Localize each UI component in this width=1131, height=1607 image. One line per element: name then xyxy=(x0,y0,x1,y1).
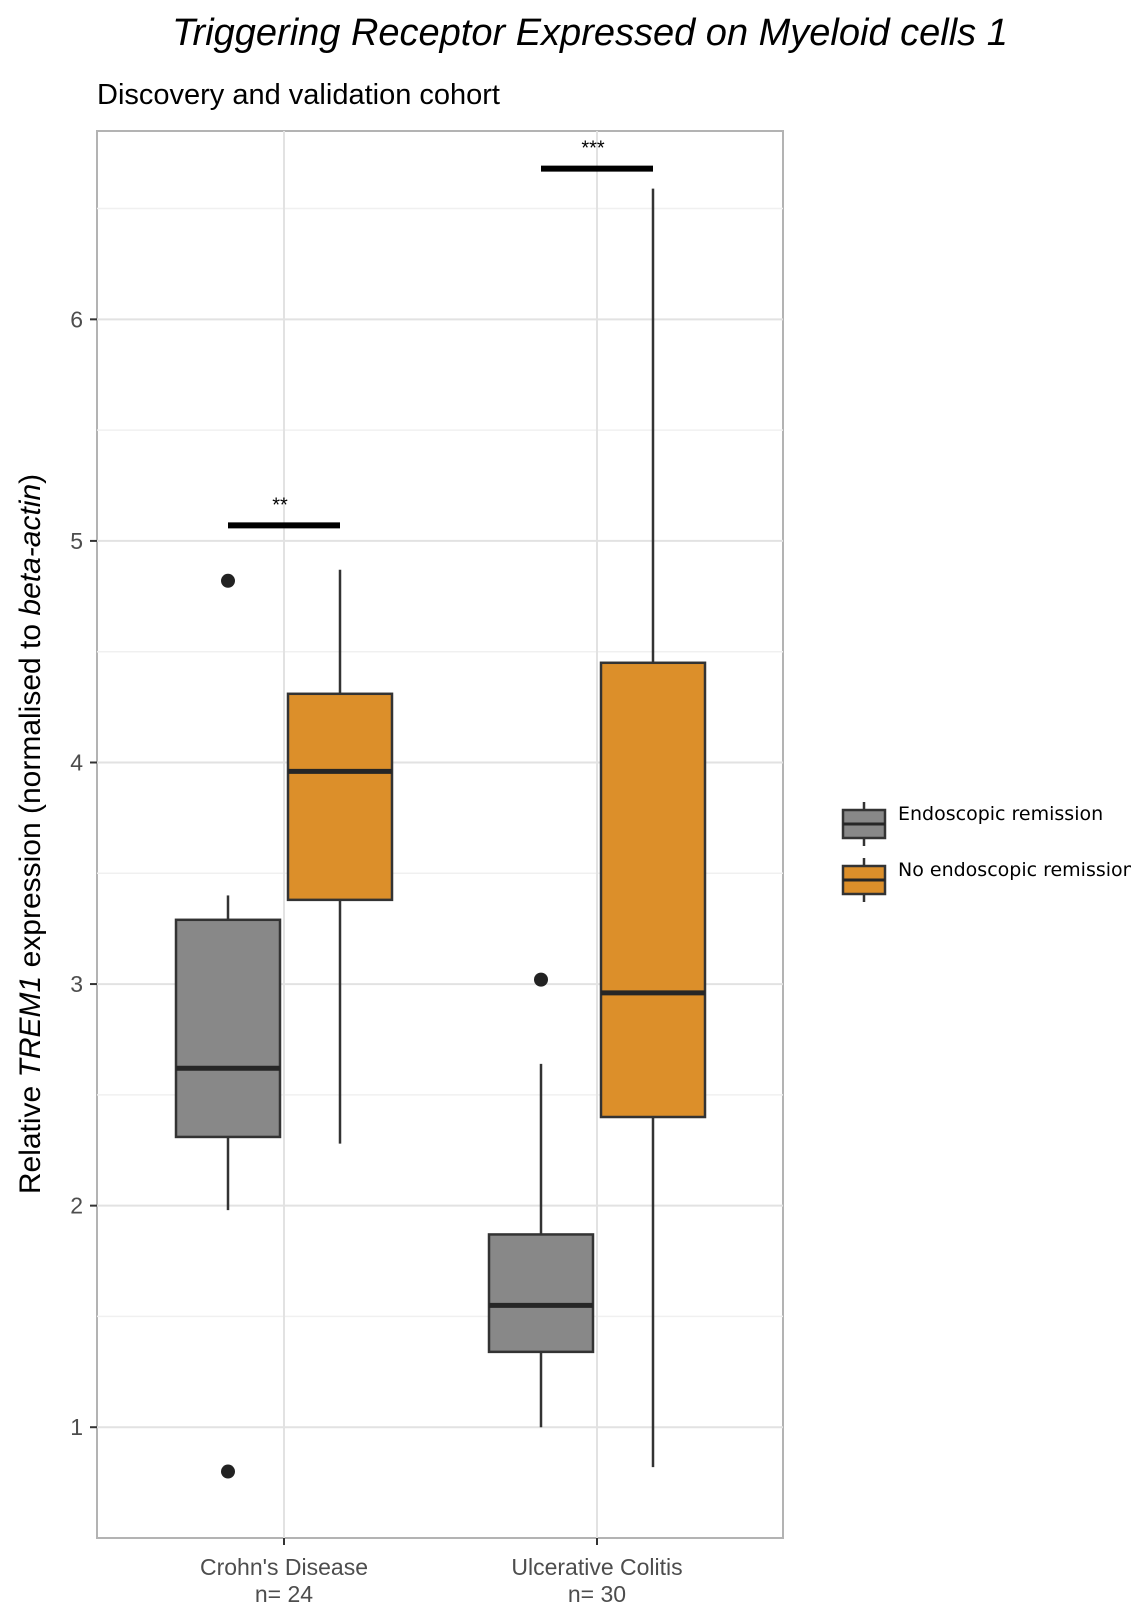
legend-label: Endoscopic remission xyxy=(898,803,1103,825)
iqr-box xyxy=(286,692,394,902)
box-series xyxy=(174,188,707,1479)
significance-label: *** xyxy=(581,138,605,160)
chart-title: Triggering Receptor Expressed on Myeloid… xyxy=(172,12,1008,54)
x-tick-n-label: n= 30 xyxy=(568,1581,626,1607)
y-tick-label: 4 xyxy=(70,749,83,775)
significance-label: ** xyxy=(272,494,288,516)
legend-item: No endoscopic remission xyxy=(841,858,1131,902)
y-tick-label: 6 xyxy=(70,306,83,332)
legend-label: No endoscopic remission xyxy=(898,859,1131,881)
y-tick-label: 5 xyxy=(70,528,83,554)
box-remission xyxy=(487,972,595,1428)
iqr-box xyxy=(599,661,707,1119)
legend: Endoscopic remission No endoscopic remiss… xyxy=(841,802,1131,902)
outlier-point xyxy=(534,972,548,987)
iqr-box xyxy=(174,918,282,1139)
x-tick-label: Crohn's Disease xyxy=(200,1554,368,1580)
box-no-remission xyxy=(599,188,707,1468)
box-no-remission xyxy=(286,569,394,1144)
legend-item: Endoscopic remission xyxy=(841,802,1103,846)
significance-annotations: ***** xyxy=(228,138,653,529)
y-tick-label: 1 xyxy=(70,1414,83,1440)
outlier-point xyxy=(221,573,235,588)
y-tick-label: 2 xyxy=(70,1193,83,1219)
chart-subtitle: Discovery and validation cohort xyxy=(97,79,500,111)
y-tick-label: 3 xyxy=(70,971,83,997)
iqr-box xyxy=(487,1233,595,1354)
y-axis-label: Relative TREM1 expression (normalised to… xyxy=(14,474,47,1194)
outlier-point xyxy=(221,1464,235,1479)
box-remission xyxy=(174,573,282,1479)
x-tick-n-label: n= 24 xyxy=(255,1581,313,1607)
x-tick-label: Ulcerative Colitis xyxy=(511,1554,682,1580)
